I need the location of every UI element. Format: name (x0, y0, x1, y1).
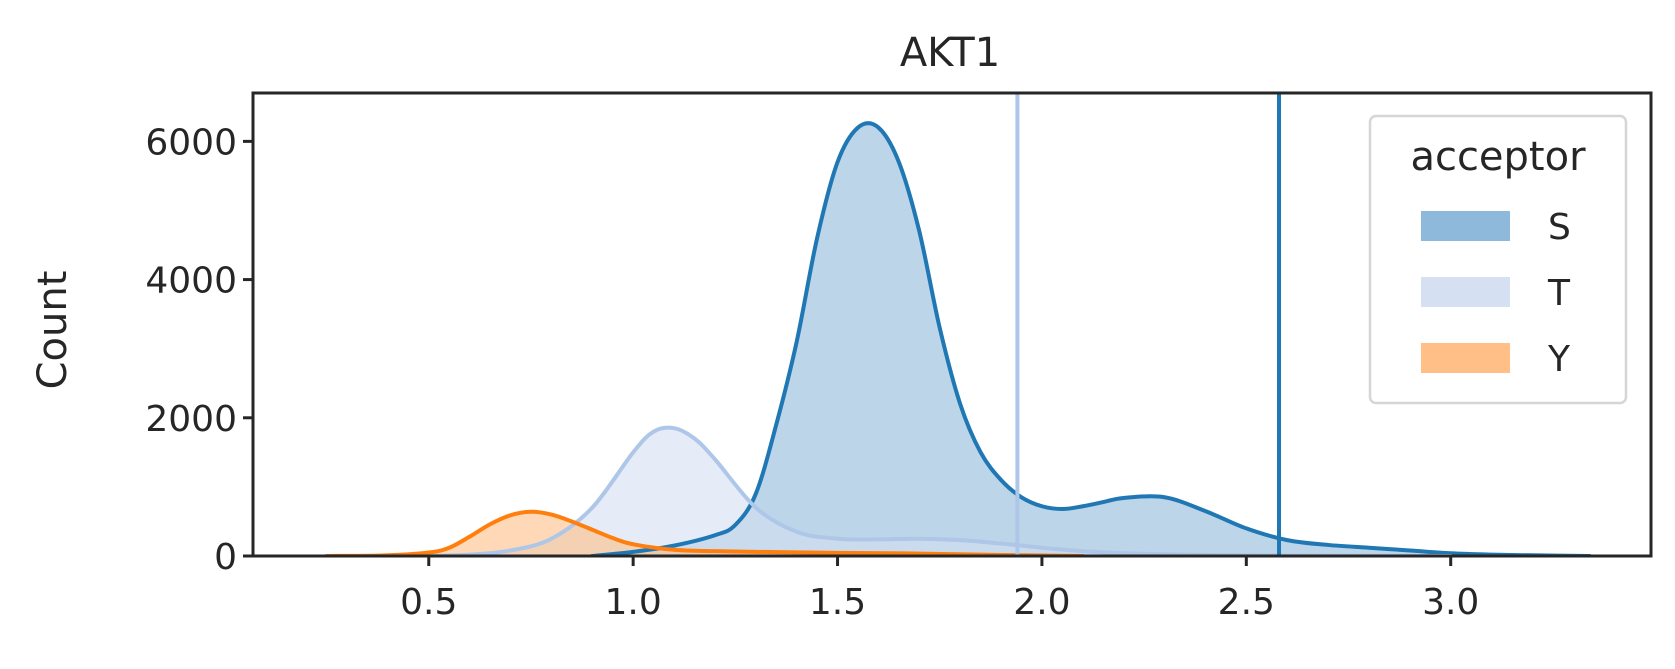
x-tick-label: 1.0 (605, 582, 662, 623)
chart-title: AKT1 (900, 30, 1000, 76)
line-s (590, 121, 1592, 556)
series-areas (326, 123, 1590, 556)
legend-title: acceptor (1410, 134, 1586, 180)
legend-label-t: T (1547, 273, 1571, 314)
line-y (324, 509, 1085, 556)
y-tick-label: 4000 (145, 261, 237, 302)
legend-label-y: Y (1547, 339, 1571, 380)
plot-frame (251, 91, 1653, 558)
x-tick-label: 2.0 (1013, 582, 1070, 623)
series-lines (324, 121, 1592, 556)
area-s (592, 123, 1590, 556)
y-axis-label: Count (30, 271, 76, 390)
legend-box (1368, 114, 1628, 405)
legend-swatch-s (1421, 211, 1510, 241)
legend: acceptor STY (1368, 114, 1628, 405)
legend-swatch-y (1421, 343, 1510, 373)
x-tick-label: 1.5 (809, 582, 866, 623)
x-tick-label: 0.5 (400, 582, 457, 623)
area-t (428, 427, 1451, 556)
line-t (426, 425, 1453, 556)
y-tick-label: 2000 (145, 399, 237, 440)
area-y (326, 511, 1083, 556)
y-tick-label: 0 (214, 537, 237, 578)
y-tick-label: 6000 (145, 122, 237, 163)
x-tick-label: 2.5 (1218, 582, 1275, 623)
x-tick-label: 3.0 (1422, 582, 1479, 623)
x-axis-ticks: 0.5 1.0 1.5 2.0 2.5 3.0 (400, 556, 1479, 623)
reference-lines (1015, 93, 1282, 556)
legend-label-s: S (1548, 207, 1571, 248)
y-axis-ticks: 0 2000 4000 6000 (145, 122, 253, 578)
legend-swatch-t (1421, 277, 1510, 307)
